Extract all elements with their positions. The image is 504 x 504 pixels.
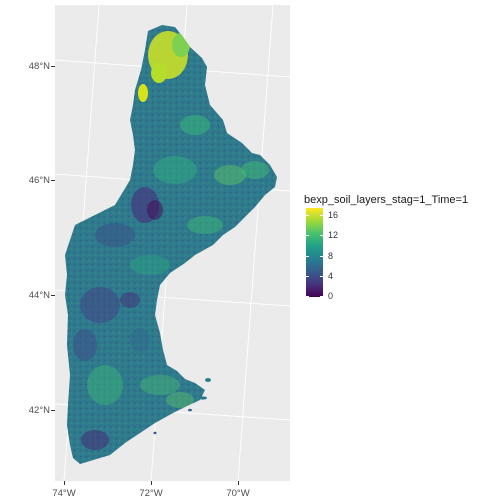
x-axis-tick	[151, 481, 152, 485]
map-svg	[55, 5, 290, 481]
legend-tick	[320, 256, 323, 257]
legend-tick	[306, 276, 309, 277]
legend-colorbar	[306, 208, 323, 297]
x-axis-label-72w: 72°W	[139, 488, 163, 499]
legend-label-8: 8	[328, 251, 334, 261]
y-axis-tick	[51, 410, 55, 411]
y-axis-label-48n: 48°N	[28, 61, 50, 72]
legend-tick	[320, 296, 323, 297]
legend-tick	[320, 215, 323, 216]
legend-label-4: 4	[328, 271, 334, 281]
y-axis-label-42n: 42°N	[28, 405, 50, 416]
y-axis-label-46n: 46°N	[28, 175, 50, 186]
y-axis-tick	[51, 295, 55, 296]
legend-label-12: 12	[328, 230, 339, 240]
x-axis-label-70w: 70°W	[226, 488, 250, 499]
legend-label-16: 16	[328, 210, 339, 220]
legend-tick	[320, 235, 323, 236]
legend-label-0: 0	[328, 291, 334, 301]
x-axis-tick	[64, 481, 65, 485]
x-axis-tick	[238, 481, 239, 485]
legend-title: bexp_soil_layers_stag=1_Time=1	[304, 194, 469, 206]
y-axis-tick	[51, 180, 55, 181]
legend-tick	[306, 235, 309, 236]
y-axis-label-44n: 44°N	[28, 290, 50, 301]
map-panel	[55, 5, 290, 481]
legend-tick	[306, 256, 309, 257]
y-axis-tick	[51, 66, 55, 67]
x-axis-label-74w: 74°W	[52, 488, 76, 499]
legend-tick	[306, 215, 309, 216]
legend-tick	[320, 276, 323, 277]
soil-region-map	[65, 25, 277, 464]
legend-tick	[306, 296, 309, 297]
